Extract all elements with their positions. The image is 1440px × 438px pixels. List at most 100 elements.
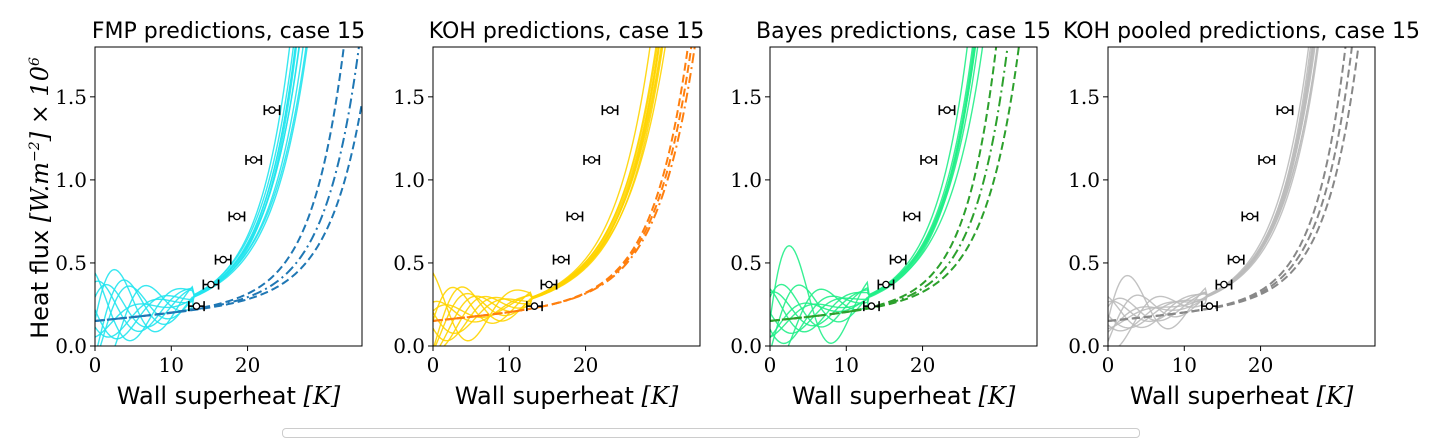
y-tick-label: 0.5 [393, 251, 425, 275]
sample-curve-1 [433, 47, 651, 325]
experimental-point-3 [552, 254, 570, 265]
sample-curve-9 [433, 47, 660, 323]
y-tick-label: 1.0 [730, 168, 762, 192]
sample-curve-1 [95, 47, 291, 333]
sample-curve-5 [770, 47, 976, 328]
series-group [1108, 47, 1360, 346]
baseline-curve-2 [770, 47, 1009, 322]
chart-title: Bayes predictions, case 15 [756, 19, 1051, 44]
experimental-point-5 [1258, 154, 1276, 165]
y-tick-label: 1.5 [393, 85, 425, 109]
experimental-point-4 [566, 211, 584, 222]
sample-curve-2 [787, 47, 974, 346]
experimental-point-4 [903, 211, 921, 222]
sample-curve-9 [770, 47, 977, 327]
experimental-point-2 [540, 279, 558, 290]
sample-curve-8 [770, 47, 976, 345]
y-tick-label: 0.0 [393, 334, 425, 358]
plot-frame [1107, 46, 1376, 347]
sample-curve-2 [114, 47, 295, 346]
sample-curve-7 [1108, 47, 1312, 342]
baseline-curve-3 [95, 102, 362, 322]
experimental-point-6 [263, 105, 281, 116]
experimental-point-6 [1276, 105, 1294, 116]
sample-curve-10 [99, 47, 304, 346]
baseline-curve-1 [95, 47, 345, 322]
sample-curve-1 [1108, 47, 1310, 330]
figure: Heat flux [W.m−2] × 106 FMP predictions,… [26, 19, 1420, 410]
sample-curve-6 [1108, 47, 1319, 330]
experimental-point-2 [1215, 279, 1233, 290]
experimental-point-2 [202, 279, 220, 290]
legend-box [282, 428, 1140, 438]
sample-curve-10 [770, 47, 976, 338]
experimental-point-5 [245, 154, 263, 165]
x-tick-label: 0 [427, 353, 440, 377]
sample-curve-7 [770, 47, 976, 346]
sample-curve-3 [1108, 47, 1318, 329]
experimental-point-6 [601, 105, 619, 116]
y-axis-label: Heat flux [W.m−2] × 106 [26, 57, 54, 339]
experimental-point-1 [526, 301, 543, 312]
chart-panel-3: Bayes predictions, case 15 0 10 20 0.0 0.5 1.0… [730, 19, 1051, 410]
sample-curve-7 [433, 47, 664, 346]
chart-panel-2: KOH predictions, case 15 0 10 20 0.0 0.5 1.0 1.… [393, 19, 704, 410]
x-tick-label: 10 [497, 353, 522, 377]
experimental-point-5 [583, 154, 601, 165]
y-tick-label: 0.0 [730, 334, 762, 358]
experimental-point-1 [863, 301, 880, 312]
sample-curve-9 [95, 47, 297, 333]
sample-curve-8 [433, 47, 662, 342]
x-axis-label: Wall superheat [K] [792, 382, 1016, 410]
sample-curve-5 [433, 47, 658, 319]
x-tick-label: 10 [834, 353, 859, 377]
y-tick-label: 0.5 [1068, 251, 1100, 275]
sample-curve-5 [95, 47, 300, 328]
experimental-point-4 [1241, 211, 1259, 222]
chart-title: KOH predictions, case 15 [429, 19, 704, 44]
x-tick-label: 0 [1102, 353, 1115, 377]
x-axis-label: Wall superheat [K] [117, 382, 341, 410]
sample-curve-9 [1108, 47, 1316, 323]
plot-frame [94, 46, 363, 347]
x-tick-label: 10 [1172, 353, 1197, 377]
sample-curve-10 [1108, 47, 1315, 333]
chart-panel-4: KOH pooled predictions, case 15 0 10 20 0.0 0… [1063, 19, 1420, 410]
x-tick-label: 20 [910, 353, 935, 377]
experimental-point-2 [877, 279, 895, 290]
y-tick-label: 1.5 [730, 85, 762, 109]
chart-title: KOH pooled predictions, case 15 [1063, 19, 1420, 44]
experimental-point-6 [938, 105, 956, 116]
sample-curve-4 [1108, 47, 1314, 329]
chart-panel-1: FMP predictions, case 15 0 10 20 0.0 0.5 1.0 1.… [55, 19, 365, 410]
y-tick-label: 1.5 [55, 85, 87, 109]
experimental-point-5 [920, 154, 938, 165]
baseline-curve-3 [433, 47, 696, 322]
y-tick-label: 1.0 [1068, 168, 1100, 192]
experimental-point-1 [1201, 301, 1218, 312]
x-axis-label: Wall superheat [K] [1130, 382, 1354, 410]
experimental-point-3 [214, 254, 232, 265]
y-tick-label: 0.5 [730, 251, 762, 275]
baseline-curve-1 [770, 47, 998, 322]
y-tick-label: 0.5 [55, 251, 87, 275]
x-tick-label: 20 [1248, 353, 1273, 377]
baseline-curve-2 [433, 47, 693, 322]
y-tick-label: 1.0 [55, 168, 87, 192]
series-group [95, 47, 362, 346]
experimental-point-4 [228, 211, 246, 222]
x-tick-label: 0 [764, 353, 777, 377]
sample-curve-8 [95, 47, 308, 338]
experimental-point-3 [1227, 254, 1245, 265]
sample-curve-10 [434, 47, 660, 346]
plot-frame [432, 46, 701, 347]
x-tick-label: 20 [573, 353, 598, 377]
series-group [433, 47, 696, 346]
y-tick-label: 1.5 [1068, 85, 1100, 109]
y-tick-label: 1.0 [393, 168, 425, 192]
baseline-curve-3 [1108, 47, 1360, 322]
baseline-curve-2 [95, 47, 360, 322]
x-tick-label: 0 [89, 353, 102, 377]
chart-title: FMP predictions, case 15 [92, 19, 365, 44]
plot-frame [769, 46, 1038, 347]
